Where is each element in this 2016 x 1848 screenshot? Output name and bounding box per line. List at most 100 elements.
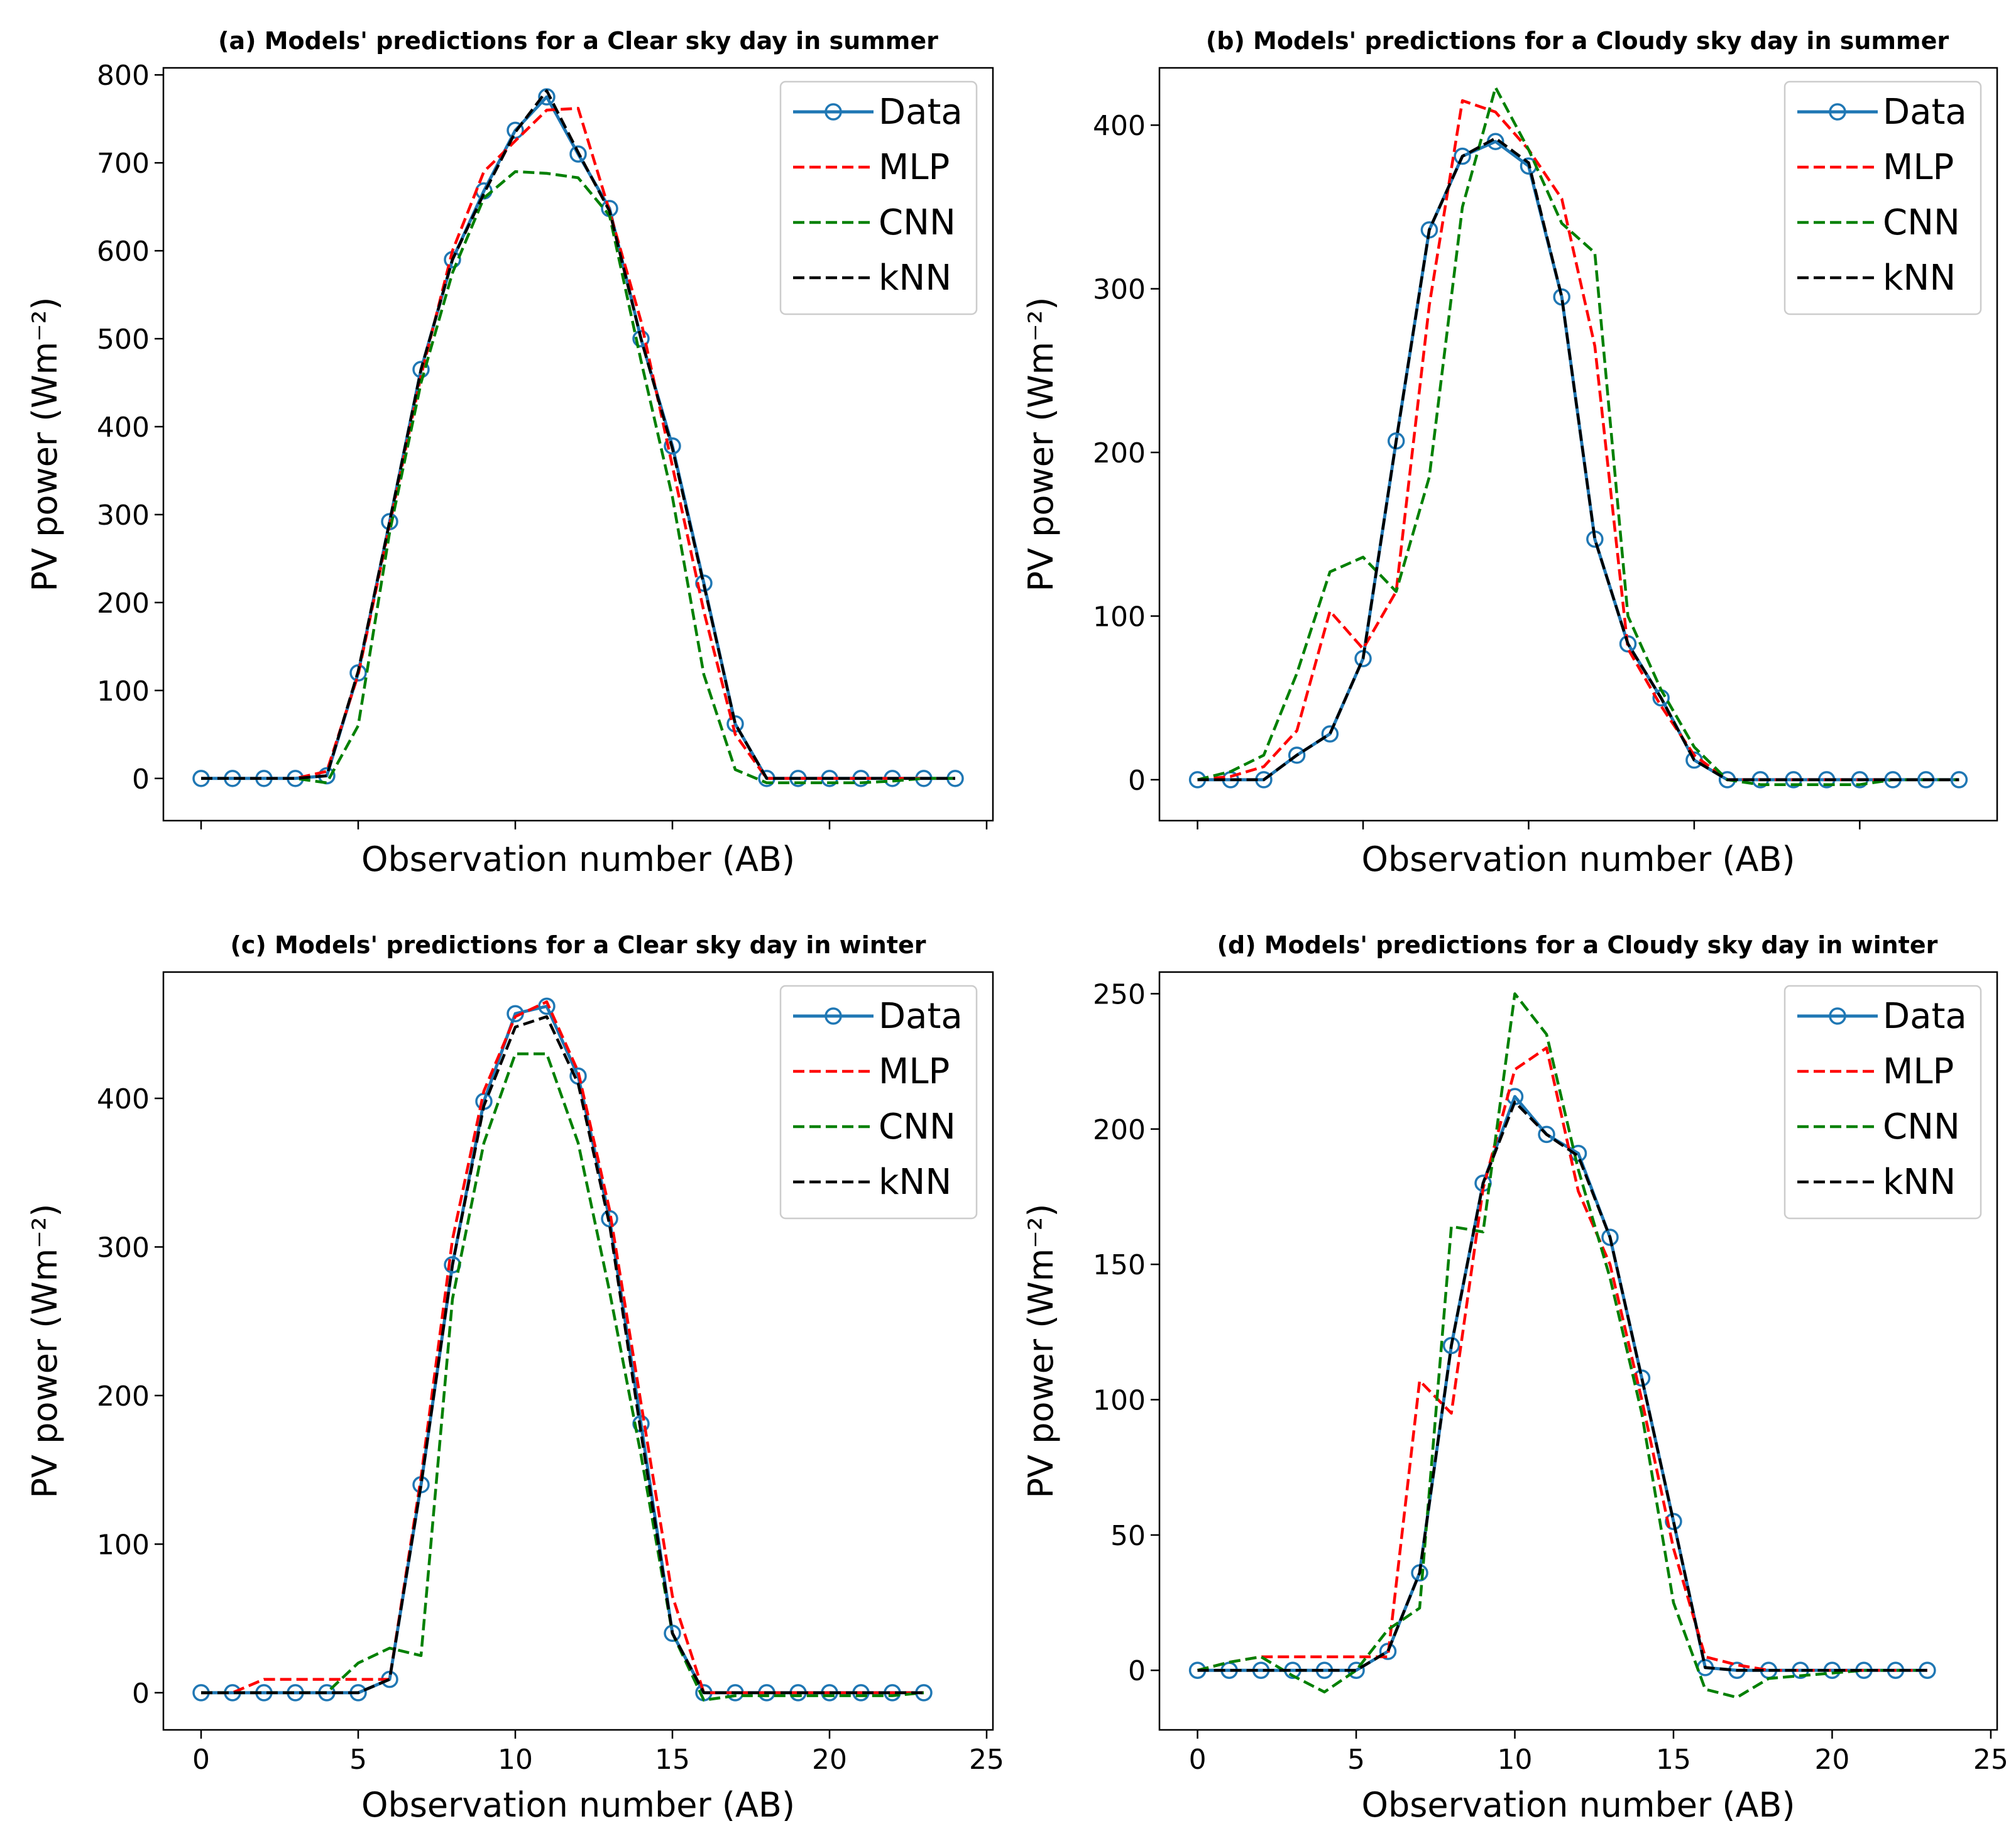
legend-label: MLP	[1883, 147, 1954, 188]
legend: Data MLP CNN kNN	[1783, 985, 1982, 1220]
y-axis-label: PV power (Wm⁻²)	[25, 1203, 65, 1498]
legend-label: CNN	[879, 202, 956, 243]
chart-panel-c: (c) Models' predictions for a Clear sky …	[25, 931, 1004, 1825]
data-point-marker	[538, 997, 556, 1015]
y-tick-label: 700	[97, 148, 150, 180]
y-tick-label: 150	[1093, 1249, 1146, 1281]
chart-title: (d) Models' predictions for a Cloudy sky…	[1217, 931, 1938, 959]
y-tick-label: 500	[97, 324, 150, 356]
chart-title: (b) Models' predictions for a Cloudy sky…	[1206, 27, 1949, 55]
data-point-marker	[1950, 771, 1968, 789]
y-tick-label: 300	[1093, 274, 1146, 306]
data-point-marker	[601, 1210, 618, 1228]
plot-series	[1188, 992, 1936, 1699]
legend: Data MLP CNN kNN	[1783, 80, 1982, 315]
legend-label: MLP	[879, 147, 950, 188]
legend-box	[1783, 80, 1982, 315]
x-axis-label: Observation number (AB)	[361, 839, 795, 879]
data-point-marker	[1665, 1512, 1682, 1531]
y-tick-label: 100	[1093, 601, 1146, 633]
legend-marker	[1829, 103, 1846, 121]
data-point-marker	[569, 145, 587, 163]
y-tick-label: 200	[97, 588, 150, 620]
series-line-cnn	[1197, 992, 1927, 1699]
chart-title: (c) Models' predictions for a Clear sky …	[230, 931, 926, 959]
series-line-mlp	[201, 107, 955, 780]
legend-label: Data	[879, 996, 963, 1037]
plot-area-frame	[162, 971, 994, 1731]
y-tick-label: 100	[97, 1529, 150, 1561]
y-tick-label: 250	[1093, 978, 1146, 1010]
data-point-marker	[664, 437, 681, 455]
y-tick-label: 200	[97, 1381, 150, 1413]
x-tick-label: 10	[1498, 1744, 1533, 1776]
series-line-knn	[201, 1015, 924, 1695]
plot-area-frame	[1158, 971, 1998, 1731]
x-axis-label: Observation number (AB)	[1361, 1785, 1795, 1825]
data-point-marker	[349, 664, 367, 682]
x-tick-label: 10	[498, 1744, 533, 1776]
y-tick-label: 300	[97, 500, 150, 532]
x-tick-label: 5	[1347, 1744, 1365, 1776]
data-point-marker	[1569, 1144, 1587, 1162]
legend-box	[779, 80, 978, 315]
x-tick-label: 25	[1973, 1744, 2008, 1776]
plot-series	[192, 997, 933, 1702]
legend-label: kNN	[1883, 258, 1956, 298]
legend-marker	[1829, 1007, 1846, 1025]
series-line-cnn	[1197, 86, 1959, 786]
plot-series	[1188, 86, 1968, 789]
y-tick-label: 400	[97, 412, 150, 444]
legend-label: CNN	[1883, 1107, 1960, 1147]
y-tick-label: 100	[1093, 1385, 1146, 1417]
legend-label: CNN	[879, 1107, 956, 1147]
legend-label: CNN	[1883, 202, 1960, 243]
legend-label: kNN	[879, 1162, 951, 1203]
legend-label: Data	[1883, 92, 1967, 133]
chart-panel-b: (b) Models' predictions for a Cloudy sky…	[1021, 27, 1998, 879]
y-tick-label: 800	[97, 60, 150, 92]
x-axis-label: Observation number (AB)	[1361, 839, 1795, 879]
plot-series	[192, 88, 964, 787]
data-point-marker	[664, 1624, 681, 1643]
y-axis-label: PV power (Wm⁻²)	[1021, 297, 1061, 591]
y-tick-label: 0	[1128, 765, 1146, 797]
y-tick-label: 0	[132, 763, 150, 796]
x-tick-label: 15	[655, 1744, 690, 1776]
legend: Data MLP CNN kNN	[779, 80, 978, 315]
legend: Data MLP CNN kNN	[779, 985, 978, 1220]
y-tick-label: 0	[1128, 1655, 1146, 1687]
y-tick-label: 100	[97, 675, 150, 708]
series-line-knn	[1197, 1100, 1927, 1672]
y-tick-label: 200	[1093, 1114, 1146, 1146]
data-point-marker	[1538, 1125, 1555, 1144]
series-line-knn	[201, 89, 955, 780]
x-tick-label: 20	[812, 1744, 847, 1776]
y-tick-label: 400	[97, 1083, 150, 1115]
series-line-cnn	[201, 170, 955, 785]
legend-label: MLP	[879, 1051, 950, 1092]
x-tick-label: 0	[1189, 1744, 1207, 1776]
x-axis-label: Observation number (AB)	[361, 1785, 795, 1825]
chart-title: (a) Models' predictions for a Clear sky …	[218, 27, 938, 55]
series-line-knn	[1197, 136, 1959, 782]
data-point-marker	[1454, 147, 1471, 165]
y-axis-label: PV power (Wm⁻²)	[1021, 1203, 1061, 1498]
legend-label: kNN	[879, 258, 951, 298]
legend-label: kNN	[1883, 1162, 1956, 1203]
legend-label: Data	[1883, 996, 1967, 1037]
legend-label: MLP	[1883, 1051, 1954, 1092]
chart-panel-a: (a) Models' predictions for a Clear sky …	[25, 27, 994, 879]
legend-marker	[824, 1007, 842, 1025]
legend-label: Data	[879, 92, 963, 133]
legend-marker	[824, 103, 842, 121]
series-line-mlp	[201, 1000, 924, 1695]
x-tick-label: 15	[1656, 1744, 1691, 1776]
legend-box	[1783, 985, 1982, 1220]
data-point-marker	[1379, 1643, 1397, 1660]
data-point-marker	[1321, 725, 1339, 743]
x-tick-label: 20	[1814, 1744, 1849, 1776]
y-tick-label: 400	[1093, 110, 1146, 142]
x-tick-label: 0	[192, 1744, 210, 1776]
